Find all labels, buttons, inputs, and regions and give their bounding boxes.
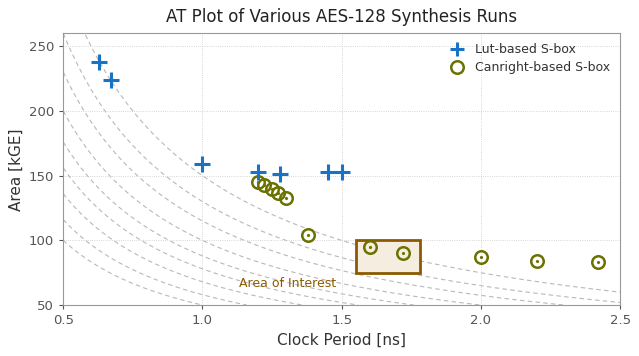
Legend: Lut-based S-box, Canright-based S-box: Lut-based S-box, Canright-based S-box: [441, 40, 614, 78]
Bar: [356, 240, 420, 273]
Title: AT Plot of Various AES-128 Synthesis Runs: AT Plot of Various AES-128 Synthesis Run…: [166, 8, 517, 26]
Text: Area of Interest: Area of Interest: [239, 277, 336, 289]
Y-axis label: Area [kGE]: Area [kGE]: [8, 128, 24, 210]
X-axis label: Clock Period [ns]: Clock Period [ns]: [277, 333, 406, 348]
